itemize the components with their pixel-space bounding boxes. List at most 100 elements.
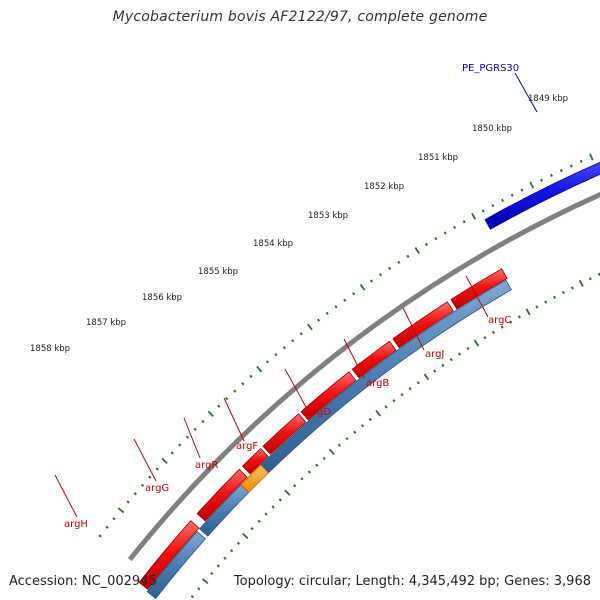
inner-minor-tick [517, 315, 521, 319]
inner-minor-tick [300, 477, 304, 481]
inner-minor-tick [236, 541, 241, 545]
forward-cds-block [241, 447, 269, 475]
page-title: Mycobacterium bovis AF2122/97, complete … [112, 9, 488, 25]
inner-minor-tick [250, 526, 254, 531]
forward-cds-block [392, 301, 454, 349]
gene-leader-line [284, 368, 307, 408]
scale-tick-label: 1854 kbp [253, 239, 293, 249]
gene-leader-line [133, 438, 157, 482]
forward-cds-block [262, 413, 307, 455]
gene-label-argc: argC [488, 315, 511, 326]
inner-tick-ring [190, 272, 600, 599]
inner-minor-tick [307, 470, 311, 474]
outer-minor-tick [462, 220, 466, 224]
outer-minor-tick [265, 360, 270, 364]
outer-minor-tick [481, 209, 485, 213]
forward-cds-block [300, 371, 357, 421]
forward-cds-block [351, 340, 397, 379]
outer-minor-tick [424, 242, 429, 247]
outer-major-tick [161, 457, 168, 465]
outer-minor-tick [549, 173, 553, 177]
outer-minor-tick [233, 389, 237, 393]
inner-minor-tick [293, 484, 297, 488]
gene-label-argj: argJ [425, 349, 444, 360]
inner-major-tick [242, 532, 249, 539]
outer-minor-tick [155, 467, 159, 471]
outer-minor-tick [274, 353, 278, 357]
outer-minor-tick [170, 451, 174, 455]
outer-major-tick [529, 181, 535, 189]
scale-tick-label: 1855 kbp [198, 267, 238, 277]
scale-tick-labels: 1849 kbp 1850 kbp 1851 kbp 1852 kbp 1853 kbp… [30, 94, 568, 354]
outer-minor-tick [126, 500, 130, 504]
outer-major-tick [414, 246, 420, 254]
outer-minor-tick [491, 203, 495, 208]
genome-summary-text: Topology: circular; Length: 4,345,492 bp… [233, 574, 591, 589]
outer-minor-tick [343, 298, 347, 302]
feature-blocks [138, 161, 600, 599]
outer-minor-tick [569, 164, 573, 168]
inner-minor-tick [408, 387, 412, 391]
inner-minor-tick [345, 437, 349, 441]
argr-highlight-block [240, 464, 270, 493]
outer-minor-tick [443, 231, 447, 235]
scale-tick-label: 1850 kbp [472, 124, 512, 134]
inner-minor-tick [322, 456, 326, 461]
inner-minor-tick [449, 358, 453, 362]
inner-minor-tick [509, 320, 513, 324]
inner-minor-tick [360, 424, 365, 428]
scale-tick-label: 1857 kbp [86, 318, 126, 328]
inner-minor-tick [561, 290, 565, 295]
outer-minor-tick [352, 292, 356, 296]
inner-minor-tick [315, 463, 319, 467]
inner-minor-tick [392, 399, 396, 403]
inner-major-tick [578, 279, 584, 287]
scale-tick-label: 1858 kbp [30, 344, 70, 354]
feature-leader-lines [54, 72, 538, 518]
inner-minor-tick [210, 571, 214, 576]
outer-minor-tick [217, 404, 221, 408]
outer-minor-tick [316, 318, 321, 322]
outer-major-tick [359, 283, 366, 291]
outer-major-tick [471, 212, 477, 220]
outer-minor-tick [334, 305, 338, 309]
feature-labels: PE_PGRS30 argC argJ argB argD argF argR argG arg… [64, 63, 519, 530]
outer-major-tick [256, 365, 263, 373]
inner-minor-tick [216, 564, 220, 568]
outer-minor-tick [453, 225, 457, 229]
inner-minor-tick [544, 300, 548, 304]
inner-minor-tick [223, 556, 227, 560]
scale-tick-label: 1849 kbp [528, 94, 568, 104]
inner-minor-tick [257, 519, 261, 523]
inner-major-tick [525, 308, 531, 316]
outer-minor-tick [397, 260, 401, 265]
outer-minor-tick [388, 266, 392, 271]
outer-major-tick [589, 153, 594, 161]
outer-minor-tick [325, 311, 329, 316]
outer-minor-tick [105, 525, 109, 529]
backbone-arc [127, 191, 600, 562]
accession-text: Accession: NC_002945 [9, 574, 157, 589]
inner-minor-tick [500, 325, 504, 329]
gene-label-argr: argR [195, 460, 218, 471]
outer-minor-tick [510, 193, 514, 197]
forward-cds-block [196, 468, 248, 522]
gene-label-argf: argF [236, 441, 258, 452]
pe-pgrs30-label: PE_PGRS30 [462, 63, 519, 74]
inner-minor-tick [588, 277, 592, 281]
outer-minor-tick [98, 534, 102, 538]
outer-minor-tick [379, 273, 383, 277]
gene-label-argh: argH [64, 519, 88, 530]
outer-minor-tick [148, 475, 152, 479]
scale-tick-label: 1853 kbp [308, 211, 348, 221]
outer-minor-tick [185, 435, 190, 439]
inner-minor-tick [197, 587, 201, 591]
outer-minor-tick [241, 382, 245, 386]
outer-major-tick [306, 323, 313, 331]
gene-label-argd: argD [307, 407, 331, 418]
outer-minor-tick [282, 346, 286, 350]
inner-minor-tick [570, 286, 574, 290]
inner-minor-tick [491, 330, 496, 335]
outer-minor-tick [193, 427, 197, 431]
inner-major-tick [328, 448, 335, 456]
